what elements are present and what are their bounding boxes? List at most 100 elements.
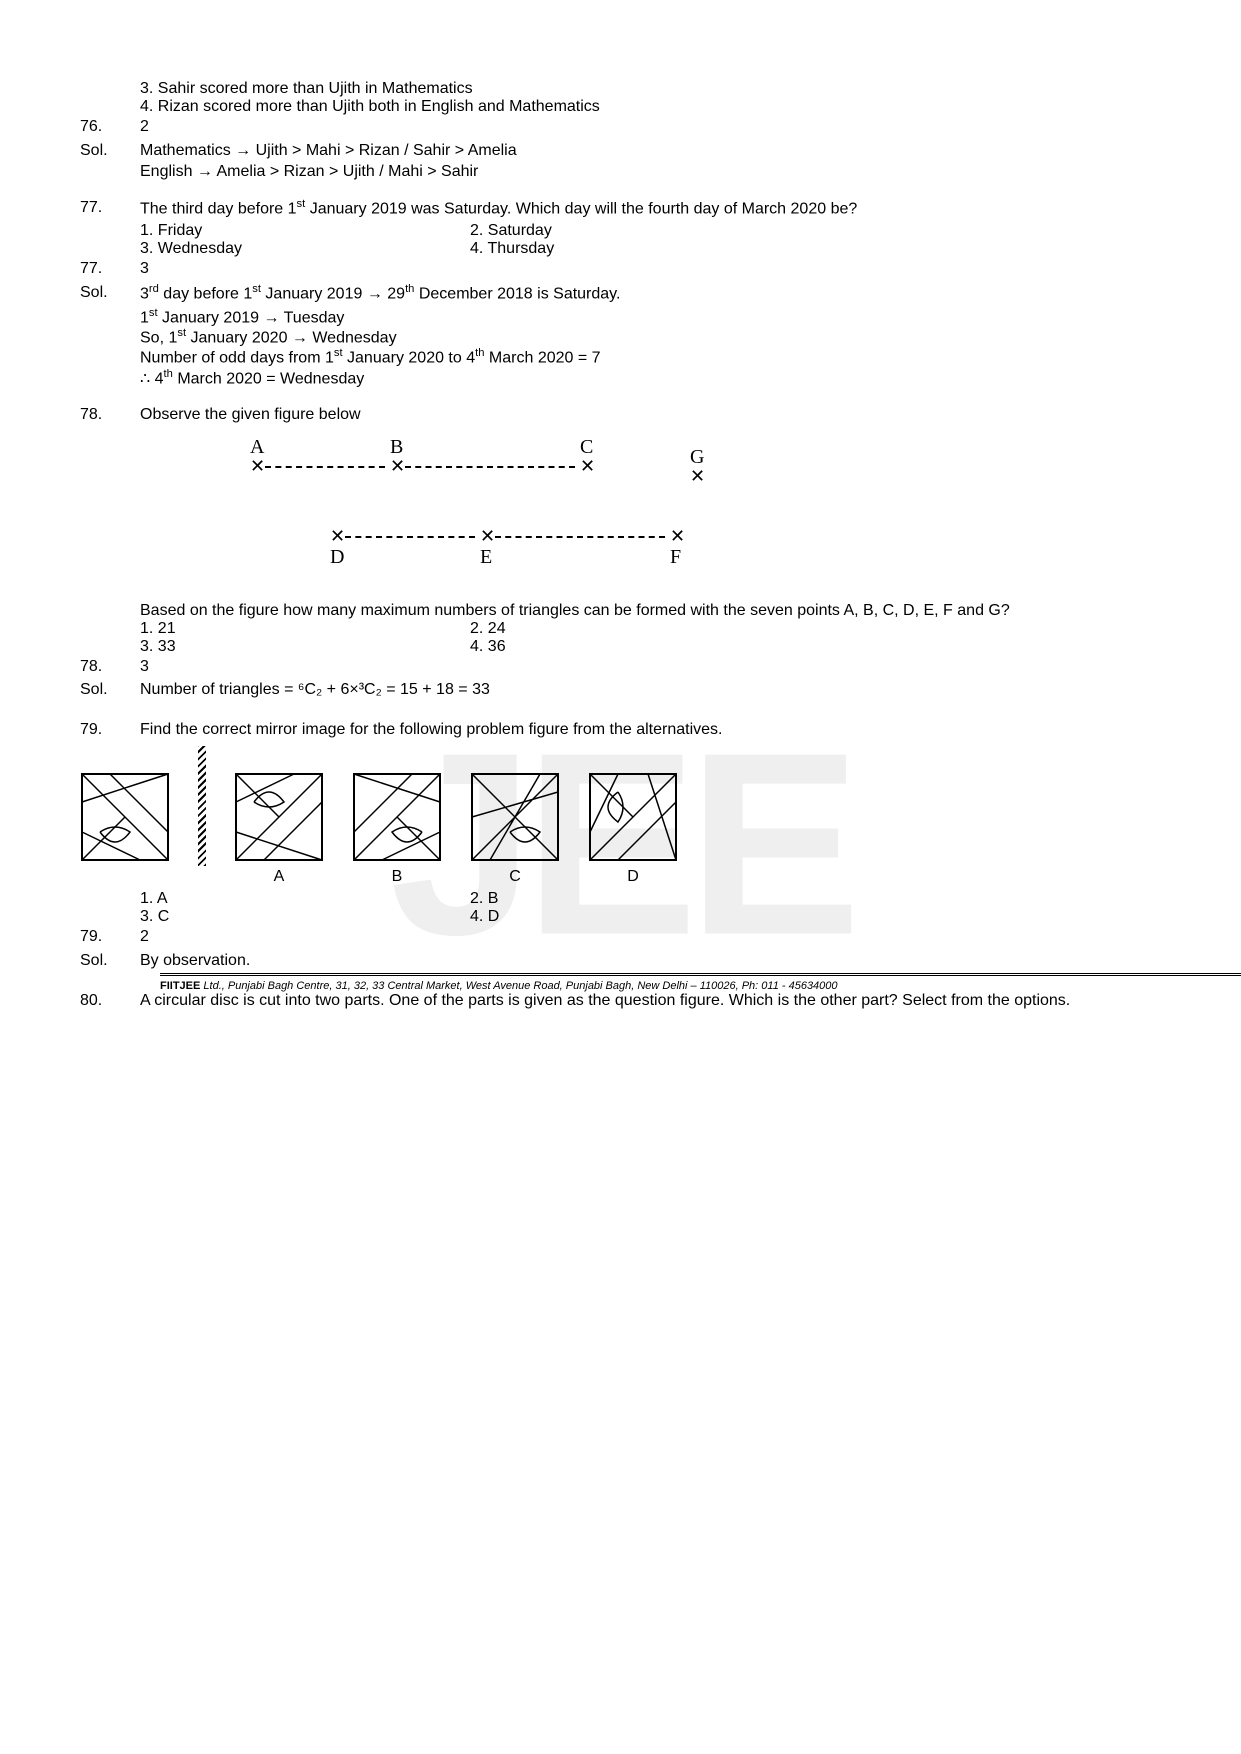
q79-answer-line: 79. 2: [80, 926, 1161, 948]
option-B-figure: B: [352, 772, 442, 886]
mirror-line: [198, 746, 206, 866]
x-mark: ✕: [330, 526, 345, 547]
q77-sol1: 3rd day before 1st January 2019 → 29th D…: [140, 282, 1161, 305]
x-mark: ✕: [390, 456, 405, 477]
q78-sol-line: Sol. Number of triangles = ⁶C₂ + 6×³C₂ =…: [80, 679, 1161, 701]
q78-opt3: 3. 33: [140, 638, 470, 656]
label-A: A: [234, 868, 324, 886]
q77-text: The third day before 1st January 2019 wa…: [140, 197, 1161, 220]
figure-svg: [234, 772, 324, 862]
q78-options-row2: 3. 33 4. 36: [140, 638, 1161, 656]
q77-ans-num: 77.: [80, 258, 140, 280]
label-C: C: [470, 868, 560, 886]
q77-sol-line1: Sol. 3rd day before 1st January 2019 → 2…: [80, 282, 1161, 305]
q76-sol2: English → Amelia > Rizan > Ujith / Mahi …: [140, 163, 1161, 181]
footer-text: Ltd., Punjabi Bagh Centre, 31, 32, 33 Ce…: [200, 980, 837, 992]
q78-ans: 3: [140, 656, 1161, 678]
t: March 2020 = 7: [484, 350, 600, 367]
x-mark: ✕: [580, 456, 595, 477]
q78-figure: A B C G ✕ ✕ ✕ ✕ ✕ ✕ ✕ D E F: [230, 436, 730, 576]
q79-ans: 2: [140, 926, 1161, 948]
t: January 2019 → Tuesday: [158, 309, 345, 326]
q77-ans: 3: [140, 258, 1161, 280]
q77-opt4: 4. Thursday: [470, 240, 1161, 258]
q76-ans: 2: [140, 116, 1161, 138]
label-D: D: [588, 868, 678, 886]
q77-options-row1: 1. Friday 2. Saturday: [140, 222, 1161, 240]
option-D-figure: D: [588, 772, 678, 886]
q79-options-row2: 3. C 4. D: [140, 908, 1161, 926]
dash: [265, 466, 385, 468]
dash: [345, 536, 475, 538]
sol-label: Sol.: [80, 282, 140, 305]
q77-options-row2: 3. Wednesday 4. Thursday: [140, 240, 1161, 258]
q79-text: Find the correct mirror image for the fo…: [140, 719, 1161, 741]
q79-ans-num: 79.: [80, 926, 140, 948]
q79-opt2: 2. B: [470, 890, 1161, 908]
x-mark: ✕: [670, 526, 685, 547]
dash: [405, 466, 575, 468]
q78-answer-line: 78. 3: [80, 656, 1161, 678]
x-mark: ✕: [690, 466, 705, 487]
page: JEE 3. Sahir scored more than Ujith in M…: [0, 0, 1241, 1720]
q79-options-row1: 1. A 2. B: [140, 890, 1161, 908]
t: March 2020 = Wednesday: [173, 370, 364, 387]
q77-text-a: The third day before 1: [140, 201, 297, 218]
t: January 2020 → Wednesday: [186, 329, 397, 346]
t: 1: [140, 309, 149, 326]
q79-sol: By observation.: [140, 950, 1161, 972]
q75-opt3: 3. Sahir scored more than Ujith in Mathe…: [140, 80, 1161, 98]
q75-opt4: 4. Rizan scored more than Ujith both in …: [140, 98, 1161, 116]
q77-num: 77.: [80, 197, 140, 220]
q79-num: 79.: [80, 719, 140, 741]
t: Number of odd days from 1: [140, 350, 334, 367]
option-C-figure: C: [470, 772, 560, 886]
figure-svg: [588, 772, 678, 862]
q77-text-b: January 2019 was Saturday. Which day wil…: [305, 201, 857, 218]
q80-num: 80.: [80, 990, 140, 1012]
t: December 2018 is Saturday.: [414, 285, 620, 302]
q79-opt1: 1. A: [140, 890, 470, 908]
q77-answer-line: 77. 3: [80, 258, 1161, 280]
q76-sol-line1: Sol. Mathematics → Ujith > Mahi > Rizan …: [80, 140, 1161, 162]
t: Number of triangles =: [140, 681, 298, 698]
label-D: D: [330, 546, 344, 569]
q78-num: 78.: [80, 404, 140, 426]
q77-question: 77. The third day before 1st January 201…: [80, 197, 1161, 220]
footer-brand: FIITJEE: [160, 980, 200, 992]
t: 3: [140, 285, 149, 302]
label-F: F: [670, 546, 681, 569]
q80-question: 80. A circular disc is cut into two part…: [80, 990, 1161, 1012]
q79-opt3: 3. C: [140, 908, 470, 926]
q78-opt4: 4. 36: [470, 638, 1161, 656]
label-E: E: [480, 546, 492, 569]
q78-intro-line: 78. Observe the given figure below: [80, 404, 1161, 426]
q78-ans-num: 78.: [80, 656, 140, 678]
q76-num: 76.: [80, 116, 140, 138]
figure-svg: [352, 772, 442, 862]
t: So, 1: [140, 329, 177, 346]
q77-sol3: So, 1st January 2020 → Wednesday: [140, 327, 1161, 347]
q80-text: A circular disc is cut into two parts. O…: [140, 990, 1161, 1012]
q77-sol4: Number of odd days from 1st January 2020…: [140, 347, 1161, 367]
blank: [80, 868, 170, 886]
q77-sol2: 1st January 2019 → Tuesday: [140, 307, 1161, 327]
t: January 2020 to 4: [343, 350, 476, 367]
q78-sol: Number of triangles = ⁶C₂ + 6×³C₂ = 15 +…: [140, 679, 1161, 701]
q78-text2: Based on the figure how many maximum num…: [140, 602, 1161, 620]
q77-opt3: 3. Wednesday: [140, 240, 470, 258]
q78-opt2: 2. 24: [470, 620, 1161, 638]
t: ∴ 4: [140, 370, 164, 387]
x-mark: ✕: [250, 456, 265, 477]
figure-svg: [470, 772, 560, 862]
q77-opt1: 1. Friday: [140, 222, 470, 240]
figure-svg: [80, 772, 170, 862]
option-A-figure: A: [234, 772, 324, 886]
formula: ⁶C₂ + 6×³C₂ = 15 + 18 = 33: [298, 681, 490, 698]
q79-sol-line: Sol. By observation.: [80, 950, 1161, 972]
q79-question: 79. Find the correct mirror image for th…: [80, 719, 1161, 741]
q78-opt1: 1. 21: [140, 620, 470, 638]
x-mark: ✕: [480, 526, 495, 547]
q77-opt2: 2. Saturday: [470, 222, 1161, 240]
q76-answer-line: 76. 2: [80, 116, 1161, 138]
